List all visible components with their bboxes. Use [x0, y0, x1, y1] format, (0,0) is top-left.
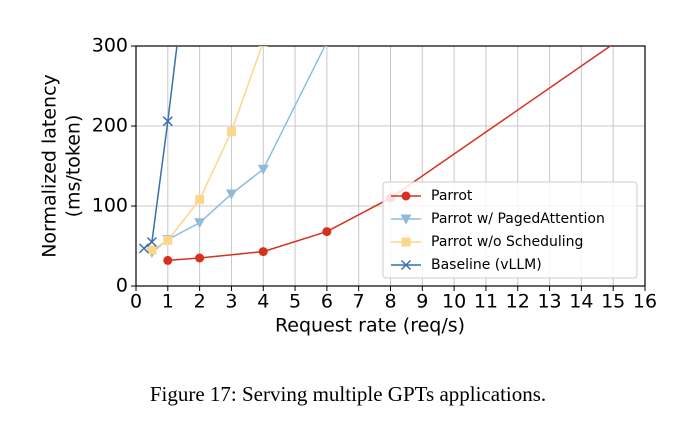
- marker: [163, 255, 173, 265]
- y-tick-label: 300: [92, 35, 128, 57]
- marker: [400, 259, 412, 271]
- marker: [162, 116, 173, 127]
- marker: [258, 247, 268, 257]
- x-tick-label: 11: [474, 291, 498, 313]
- x-tick-label: 6: [321, 291, 333, 313]
- x-tick-label: 9: [416, 291, 428, 313]
- legend-label: Parrot: [431, 188, 473, 204]
- legend-label: Baseline (vLLM): [431, 257, 542, 273]
- x-tick-label: 3: [225, 291, 237, 313]
- x-tick-label: 16: [633, 291, 657, 313]
- x-tick-label: 0: [130, 291, 142, 313]
- marker: [322, 227, 332, 237]
- legend-label: Parrot w/o Scheduling: [431, 234, 583, 250]
- marker: [225, 189, 237, 200]
- marker: [641, 18, 650, 27]
- marker: [401, 191, 411, 201]
- x-tick-label: 12: [506, 291, 530, 313]
- marker: [147, 245, 157, 255]
- marker: [257, 164, 269, 175]
- marker: [195, 253, 205, 263]
- y-tick-label: 200: [92, 115, 128, 137]
- x-tick-label: 8: [384, 291, 396, 313]
- y-tick-label: 0: [116, 275, 128, 297]
- x-axis-label: Request rate (req/s): [275, 315, 465, 337]
- marker: [194, 218, 206, 229]
- marker: [138, 243, 149, 254]
- x-tick-label: 13: [537, 291, 561, 313]
- marker: [258, 46, 268, 47]
- marker: [226, 127, 236, 137]
- marker: [146, 236, 157, 248]
- y-axis-label: (ms/token): [63, 115, 85, 218]
- x-tick-label: 5: [289, 291, 301, 313]
- marker: [195, 195, 205, 205]
- x-tick-label: 14: [569, 291, 593, 313]
- x-tick-label: 4: [257, 291, 269, 313]
- y-tick-label: 100: [92, 195, 128, 217]
- marker: [401, 237, 411, 247]
- line: [151, 46, 263, 251]
- x-tick-label: 7: [353, 291, 365, 313]
- caption: Figure 17: Serving multiple GPTs applica…: [150, 382, 546, 406]
- plot-area: [138, 18, 650, 265]
- line: [151, 46, 326, 253]
- x-tick-label: 1: [162, 291, 174, 313]
- marker: [163, 235, 173, 245]
- line: [167, 46, 612, 262]
- legend-box: [382, 181, 638, 279]
- y-axis-label: Normalized latency: [39, 74, 61, 258]
- x-tick-label: 15: [601, 291, 625, 313]
- legend-label: Parrot w/ PagedAttention: [431, 211, 605, 227]
- marker: [400, 214, 412, 225]
- x-tick-label: 2: [194, 291, 206, 313]
- marker: [326, 46, 328, 48]
- plot-frame: [135, 45, 646, 287]
- x-tick-label: 10: [442, 291, 466, 313]
